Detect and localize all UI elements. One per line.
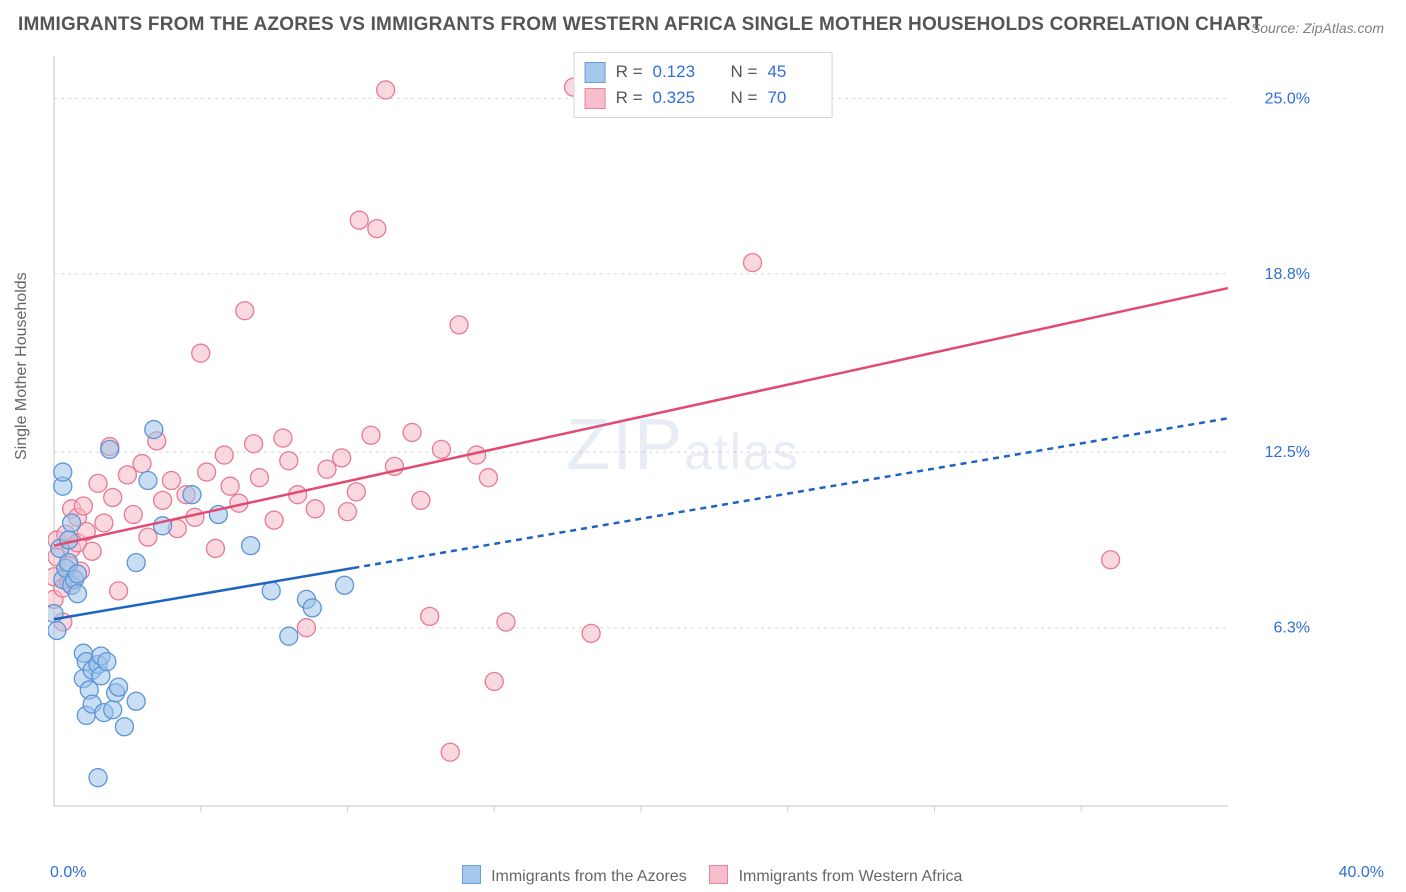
r-label: R =	[616, 62, 643, 82]
n-label: N =	[731, 62, 758, 82]
plot-area: 6.3%12.5%18.8%25.0% ZIPatlas	[48, 50, 1318, 840]
svg-text:12.5%: 12.5%	[1265, 444, 1310, 461]
r-value-a: 0.123	[653, 62, 703, 82]
r-label: R =	[616, 88, 643, 108]
chart-svg: 6.3% 12.5% 18.8% 25.0%	[48, 50, 1318, 840]
n-value-a: 45	[767, 62, 817, 82]
y-axis-label: Single Mother Households	[13, 272, 31, 460]
svg-text:25.0%: 25.0%	[1265, 90, 1310, 107]
source-label: Source: ZipAtlas.com	[1251, 20, 1384, 36]
swatch-a-icon	[462, 865, 481, 884]
swatch-a-icon	[585, 62, 606, 83]
stats-legend: R = 0.123 N = 45 R = 0.325 N = 70	[574, 52, 833, 118]
svg-text:6.3%: 6.3%	[1274, 620, 1310, 637]
r-value-b: 0.325	[653, 88, 703, 108]
swatch-b-icon	[709, 865, 728, 884]
chart-title: IMMIGRANTS FROM THE AZORES VS IMMIGRANTS…	[18, 14, 1263, 36]
swatch-b-icon	[585, 88, 606, 109]
stats-row-a: R = 0.123 N = 45	[585, 59, 818, 85]
legend-b-label: Immigrants from Western Africa	[739, 868, 963, 885]
n-label: N =	[731, 88, 758, 108]
svg-text:18.8%: 18.8%	[1265, 266, 1310, 283]
stats-row-b: R = 0.325 N = 70	[585, 85, 818, 111]
chart-root: IMMIGRANTS FROM THE AZORES VS IMMIGRANTS…	[0, 0, 1406, 892]
series-legend: Immigrants from the Azores Immigrants fr…	[0, 865, 1406, 886]
legend-a-label: Immigrants from the Azores	[491, 868, 687, 885]
n-value-b: 70	[767, 88, 817, 108]
